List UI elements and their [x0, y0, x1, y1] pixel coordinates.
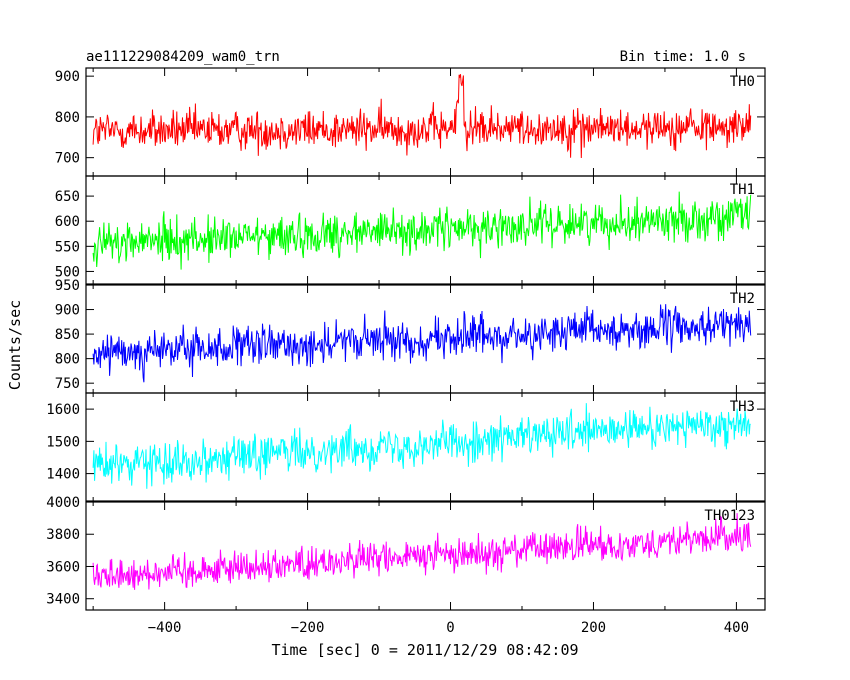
x-tick-label: 0: [446, 620, 454, 636]
x-tick-label: 200: [581, 620, 606, 636]
y-tick-label: 600: [55, 214, 80, 230]
x-axis-label: Time [sec] 0 = 2011/12/29 08:42:09: [271, 641, 578, 659]
y-tick-label: 750: [55, 376, 80, 392]
y-tick-label: 500: [55, 264, 80, 280]
header-right-bin-time: Bin time: 1.0 s: [620, 49, 746, 65]
x-tick-label: −400: [148, 620, 182, 636]
panel-label-th1: TH1: [730, 182, 755, 198]
y-tick-label: 3800: [46, 527, 80, 543]
series-line-th2: [92, 304, 752, 383]
panel-frame: [85, 175, 766, 285]
y-tick-label: 1400: [46, 467, 80, 483]
y-tick-label: 900: [55, 303, 80, 319]
series-line-th1: [92, 191, 752, 270]
panel-label-th2: TH2: [730, 291, 755, 307]
y-tick-label: 800: [55, 110, 80, 126]
y-tick-label: 3400: [46, 592, 80, 608]
header-left-title: ae111229084209_wam0_trn: [86, 49, 280, 65]
y-tick-label: 1600: [46, 402, 80, 418]
panel-frame: [85, 501, 766, 611]
y-axis-label: Counts/sec: [6, 300, 24, 390]
y-tick-label: 800: [55, 352, 80, 368]
panel-frame: [85, 392, 766, 502]
series-line-th0123: [92, 513, 752, 590]
y-tick-label: 700: [55, 151, 80, 167]
y-tick-label: 1500: [46, 434, 80, 450]
y-tick-label: 3600: [46, 559, 80, 575]
y-tick-label: 650: [55, 189, 80, 205]
panel-label-th0123: TH0123: [704, 508, 755, 524]
panel-label-th3: TH3: [730, 399, 755, 415]
y-tick-label: 900: [55, 69, 80, 85]
panels-group: 700 800 900 TH0 500 550 600 650 TH1 750 800 850 900 9…: [46, 67, 766, 636]
y-tick-label: 550: [55, 239, 80, 255]
y-tick-label: 4000: [46, 495, 80, 511]
panel-frame: [85, 284, 766, 394]
panel-label-th0: TH0: [730, 74, 755, 90]
series-line-th3: [92, 403, 751, 489]
y-tick-label: 950: [55, 278, 80, 294]
series-line-th0: [92, 74, 752, 159]
x-tick-label: 400: [724, 620, 749, 636]
y-tick-label: 850: [55, 327, 80, 343]
x-tick-label: −200: [291, 620, 325, 636]
